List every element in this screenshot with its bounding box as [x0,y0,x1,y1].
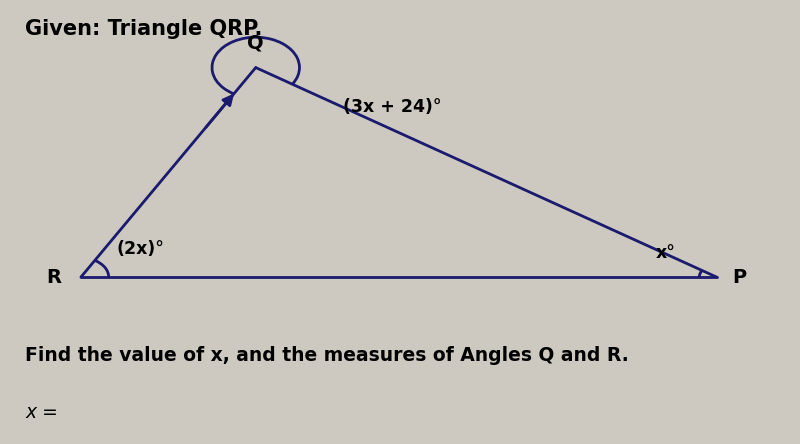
Text: x =: x = [26,403,58,422]
Text: (2x)°: (2x)° [117,240,165,258]
Text: R: R [46,268,61,287]
Text: (3x + 24)°: (3x + 24)° [343,98,442,116]
Text: Given: Triangle QRP.: Given: Triangle QRP. [26,19,262,39]
Text: P: P [733,268,746,287]
Text: x°: x° [655,244,675,262]
Text: Q: Q [247,33,264,52]
Text: Find the value of x, and the measures of Angles Q and R.: Find the value of x, and the measures of… [26,345,629,365]
